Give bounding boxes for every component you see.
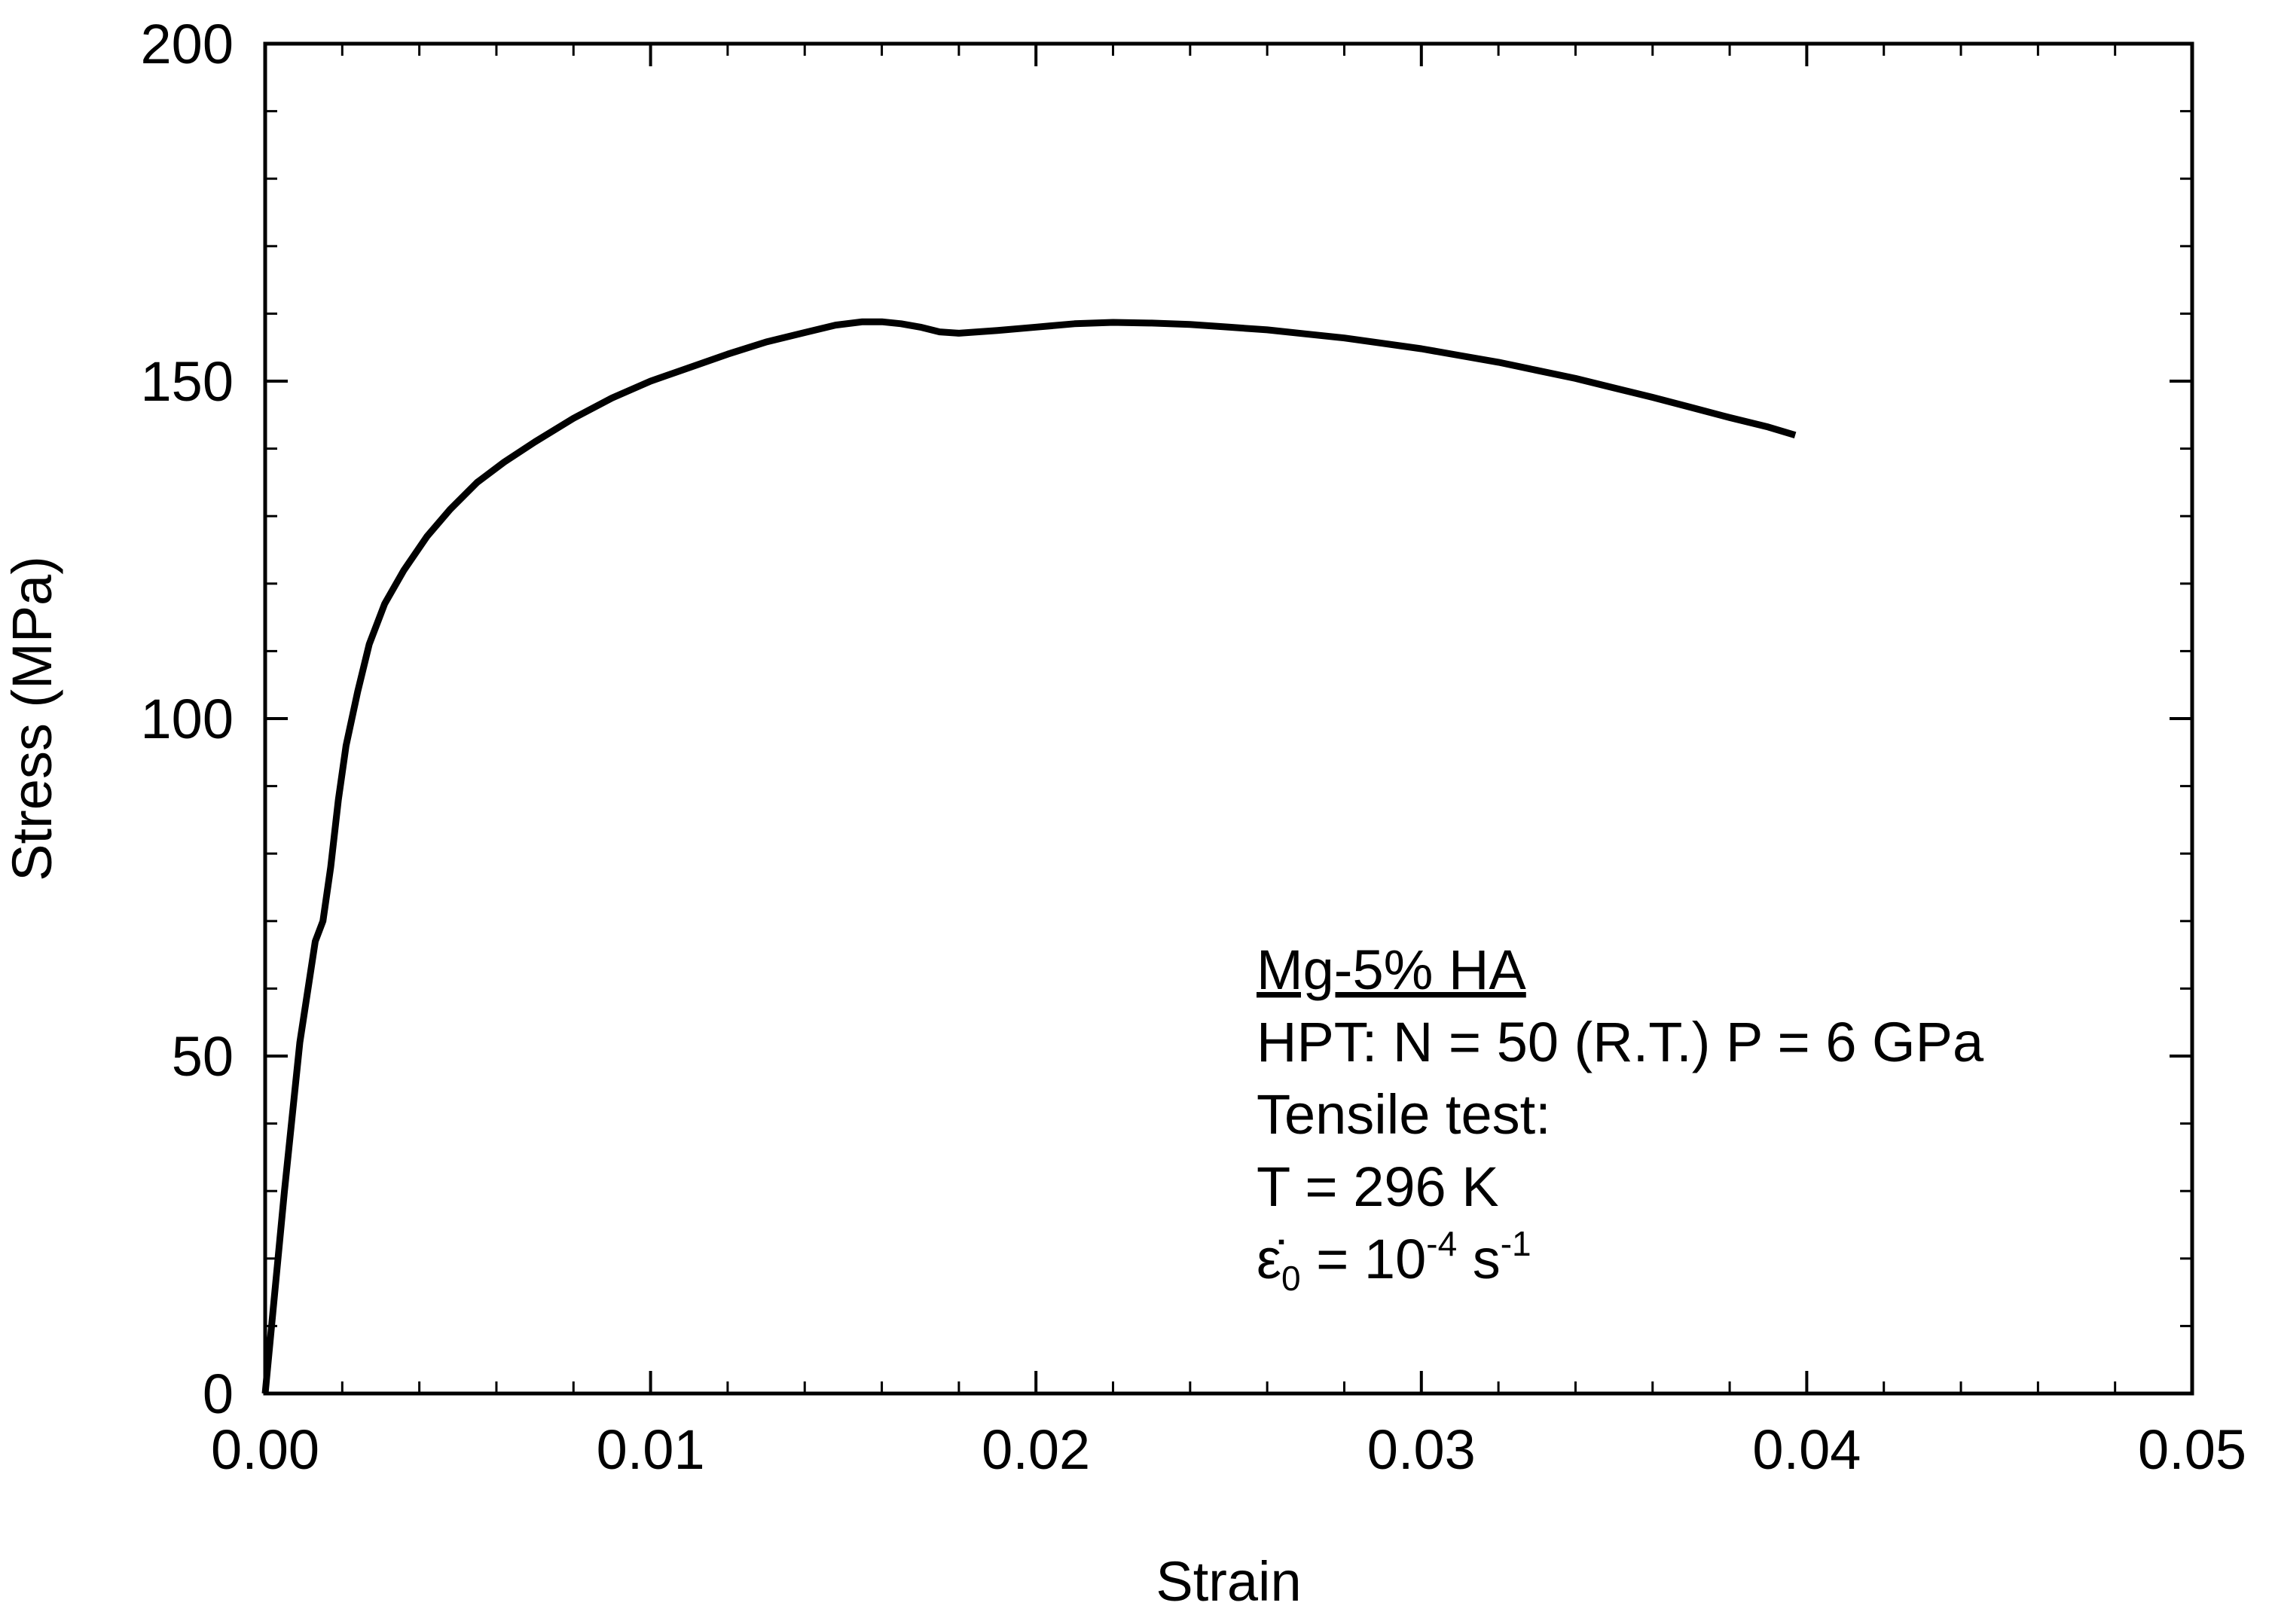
y-tick-label: 150 bbox=[141, 350, 234, 413]
series-layer bbox=[261, 318, 1797, 1394]
x-tick-label: 0.01 bbox=[597, 1418, 705, 1481]
x-tick-labels: 0.00 0.01 0.02 0.03 0.04 0.05 bbox=[211, 1418, 2246, 1481]
x-tick-label: 0.02 bbox=[982, 1418, 1090, 1481]
annotation-box: Mg-5% HA HPT: N = 50 (R.T.) P = 6 GPa Tens… bbox=[1257, 939, 1984, 1298]
minor-ticks bbox=[265, 44, 2192, 1394]
x-tick-label: 0.03 bbox=[1367, 1418, 1476, 1481]
plot-frame bbox=[263, 41, 2194, 1396]
y-tick-label: 200 bbox=[141, 13, 234, 75]
annotation-line: T = 296 K bbox=[1257, 1155, 1499, 1218]
y-tick-label: 100 bbox=[141, 688, 234, 750]
annotation-line: Mg-5% HA bbox=[1257, 939, 1526, 1001]
annotation-line: ε̇0 = 10-4 s-1 bbox=[1257, 1224, 1531, 1298]
x-axis-title: Strain bbox=[1156, 1550, 1301, 1613]
y-tick-labels: 0 50 100 150 200 bbox=[141, 13, 234, 1425]
y-tick-label: 0 bbox=[203, 1363, 234, 1425]
y-axis-title: Stress (MPa) bbox=[1, 556, 63, 881]
series-line bbox=[261, 318, 1797, 1394]
annotation-line: HPT: N = 50 (R.T.) P = 6 GPa bbox=[1257, 1011, 1984, 1073]
annotation-line: Tensile test: bbox=[1257, 1083, 1551, 1146]
y-tick-label: 50 bbox=[172, 1025, 234, 1088]
x-tick-label: 0.00 bbox=[211, 1418, 319, 1481]
x-tick-label: 0.05 bbox=[2138, 1418, 2246, 1481]
x-tick-label: 0.04 bbox=[1752, 1418, 1861, 1481]
